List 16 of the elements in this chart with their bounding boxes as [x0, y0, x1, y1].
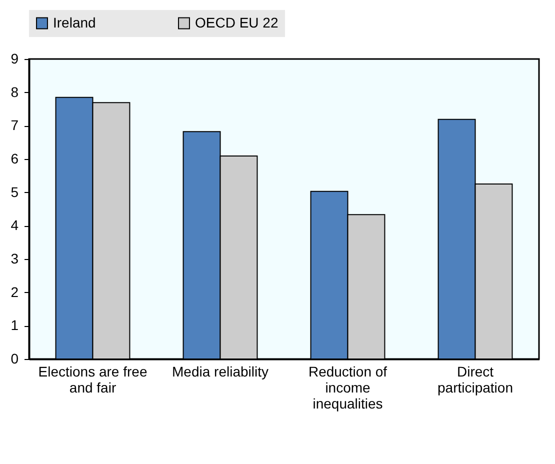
- y-tick-label: 9: [10, 50, 19, 66]
- x-tick-label: Elections are free and fair: [38, 364, 148, 396]
- y-tick-label: 0: [10, 350, 19, 366]
- x-tick-label: Reduction of income inequalities: [308, 364, 388, 412]
- y-tick-label: 1: [10, 317, 19, 334]
- y-tick-label: 7: [10, 117, 19, 134]
- y-tick-label: 3: [10, 250, 19, 266]
- legend-label: Ireland: [53, 14, 96, 30]
- y-tick-label: 2: [10, 284, 19, 300]
- y-tick-label: 5: [10, 184, 19, 200]
- y-tick-label: 8: [10, 84, 19, 100]
- x-tick-label: Media reliability: [172, 364, 268, 380]
- y-tick-label: 4: [10, 217, 19, 234]
- x-tick-label: Direct participation: [438, 364, 513, 396]
- y-tick-label: 6: [10, 150, 19, 166]
- legend-label: OECD EU 22: [195, 14, 278, 30]
